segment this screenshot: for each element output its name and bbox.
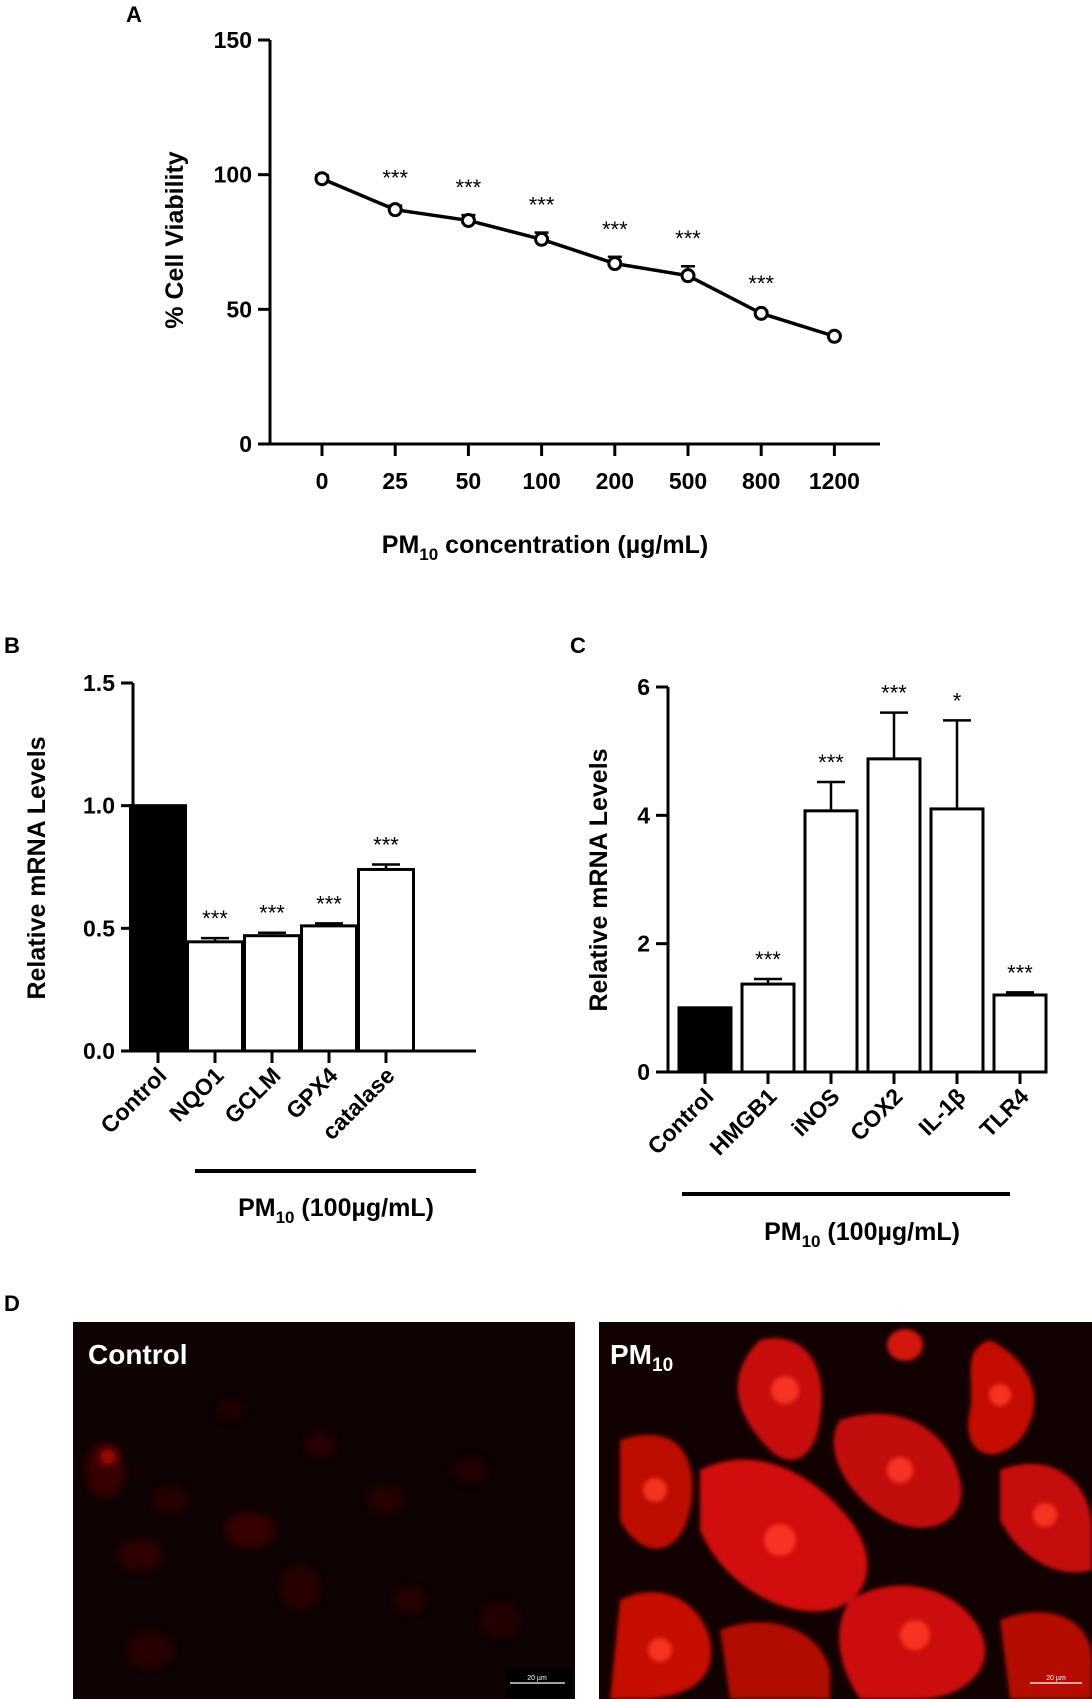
panel-a-point-3 (534, 231, 550, 247)
panel-c-bar-0 (677, 1006, 733, 1074)
panel-c-ytick-label-1: 2 (637, 931, 650, 957)
panel-c-bar-3 (866, 757, 922, 1074)
panel-a-xtick-label-1: 25 (382, 468, 408, 494)
panel-a-xlabel-main: PM (382, 531, 420, 559)
panel-b-ytick-label-0: 0.0 (83, 1038, 115, 1064)
panel-b-bar-4 (357, 867, 415, 1053)
panel-a-point-6 (753, 305, 769, 321)
panel-a-sig-4: *** (602, 217, 628, 242)
panel-a-point-0 (314, 171, 330, 187)
panel-c-treatment-main: PM (764, 1218, 802, 1246)
panel-a-ytick-label-1: 50 (226, 296, 252, 322)
panel-b-bar-2 (243, 934, 301, 1053)
panel-b-letter: B (4, 633, 20, 658)
panel-b-xtick-label-0: Control (95, 1062, 171, 1138)
panel-c-ytick-label-2: 4 (637, 802, 650, 828)
panel-b-ytick-label-2: 1.0 (83, 793, 115, 819)
panel-b-bar-0 (129, 804, 187, 1053)
panel-a-sig-5: *** (675, 226, 701, 251)
panel-a-point-1 (387, 202, 403, 218)
control-micrograph: 20 µm Control (73, 1322, 575, 1699)
panel-c-treatment-rest: (100µg/mL) (820, 1218, 959, 1246)
panel-a-ytick-label-0: 0 (239, 431, 252, 457)
panel-c-bar-1 (740, 982, 796, 1074)
panel-c-xtick-label-0: Control (642, 1083, 718, 1159)
panel-c-xtick-label-5: TLR4 (974, 1083, 1033, 1142)
panel-c-ytick-label-3: 6 (637, 674, 650, 700)
pm10-micrograph-label: PM10 (610, 1339, 673, 1376)
control-micrograph-label: Control (88, 1339, 188, 1370)
panel-b-sig-2: *** (259, 901, 285, 926)
pm10-label-sub: 10 (652, 1355, 673, 1376)
panel-a-ytick-label-2: 100 (214, 162, 252, 188)
panel-d-micrographs: 20 µm Control (73, 1322, 1092, 1699)
panel-c-sig-3: *** (881, 681, 907, 706)
pm10-micrograph: 20 µm PM10 (599, 1322, 1092, 1699)
panel-a-xtick-label-7: 1200 (809, 468, 860, 494)
panel-b-treatment-sub: 10 (276, 1208, 295, 1227)
panel-a-point-2 (460, 212, 476, 228)
panel-a-series-line (321, 177, 835, 338)
panel-c-ytick-label-0: 0 (637, 1059, 650, 1085)
panel-b-ytick-label-1: 0.5 (83, 915, 115, 941)
panel-c-treatment-sub: 10 (802, 1232, 821, 1251)
panel-b-treatment-main: PM (238, 1194, 276, 1222)
panel-b-sig-1: *** (202, 906, 228, 931)
panel-a-point-4 (607, 256, 623, 272)
panel-c-bar-4 (929, 807, 985, 1074)
panel-b-bar-1 (186, 940, 244, 1053)
panel-b-ytick-label-3: 1.5 (83, 670, 115, 696)
panel-b-bar-3 (300, 924, 358, 1053)
panel-b-ylabel: Relative mRNA Levels (23, 736, 51, 999)
panel-a-xlabel-sub: 10 (419, 545, 438, 564)
panel-a-xtick-label-5: 500 (669, 468, 707, 494)
pm10-label-main: PM (610, 1339, 652, 1370)
panel-a-sig-1: *** (382, 166, 408, 191)
panel-c-sig-4: * (953, 688, 962, 713)
panel-c-xtick-label-1: HMGB1 (704, 1083, 781, 1160)
panel-a-point-5 (680, 268, 696, 284)
panel-d-letter: D (4, 1291, 20, 1316)
panel-c-sig-5: *** (1007, 960, 1033, 985)
panel-a-xtick-label-6: 800 (742, 468, 780, 494)
panel-c-bar-chart: Relative mRNA Levels PM10 (100µg/mL) 0 2 4… (585, 674, 1048, 1251)
panel-c-sig-2: *** (818, 750, 844, 775)
panel-a-xlabel: PM10 concentration (µg/mL) (382, 531, 708, 564)
panel-b-treatment-rest: (100µg/mL) (294, 1194, 433, 1222)
pm10-scalebar-text: 20 µm (1046, 1675, 1066, 1682)
panel-b-bar-chart: Relative mRNA Levels PM10 (100µg/mL) 0.0… (23, 670, 476, 1227)
panel-c-letter: C (570, 633, 586, 658)
panel-c-xtick-label-2: iNOS (786, 1083, 844, 1141)
panel-a-point-7 (826, 328, 842, 344)
panel-c-bar-5 (992, 993, 1048, 1074)
panel-c-xtick-label-3: COX2 (845, 1083, 908, 1146)
panel-b-xtick-label-1: NQO1 (164, 1062, 229, 1127)
panel-b-sig-3: *** (316, 891, 342, 916)
panel-a-xtick-label-0: 0 (316, 468, 329, 494)
panel-c-sig-1: *** (755, 947, 781, 972)
panel-b-sig-4: *** (373, 833, 399, 858)
panel-a-ylabel: % Cell Viability (161, 151, 189, 328)
panel-a-sig-3: *** (529, 193, 555, 218)
panel-a-letter: A (126, 2, 142, 27)
panel-c-xtick-label-4: IL-1β (913, 1083, 970, 1140)
panel-c-bar-2 (803, 809, 859, 1074)
panel-a-xtick-label-2: 50 (456, 468, 482, 494)
panel-b-xtick-label-2: GCLM (219, 1062, 285, 1128)
panel-b-treatment-label: PM10 (100µg/mL) (238, 1194, 434, 1227)
panel-a-xtick-label-3: 100 (522, 468, 560, 494)
panel-a-sig-6: *** (748, 271, 774, 296)
panel-a-xlabel-rest: concentration (µg/mL) (438, 531, 708, 559)
panel-a-line-chart: % Cell Viability PM10 concentration (µg/… (161, 27, 880, 564)
panel-a-xtick-label-4: 200 (596, 468, 634, 494)
panel-c-treatment-label: PM10 (100µg/mL) (764, 1218, 960, 1251)
control-scalebar-text: 20 µm (527, 1675, 547, 1682)
panel-a-ytick-label-3: 150 (214, 27, 252, 53)
panel-c-ylabel: Relative mRNA Levels (585, 748, 613, 1011)
panel-a-sig-2: *** (456, 175, 482, 200)
